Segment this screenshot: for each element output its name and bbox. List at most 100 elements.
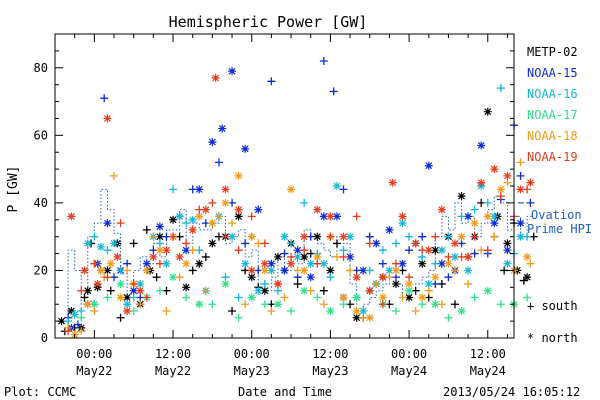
north-point: [293, 252, 302, 261]
north-point: [169, 273, 178, 282]
north-point: [254, 205, 263, 214]
north-point: [155, 222, 164, 231]
north-point: [516, 185, 525, 194]
legend-entry: METP-02: [527, 45, 578, 59]
south-point: [142, 225, 151, 234]
north-point: [228, 232, 237, 241]
north-point: [313, 232, 322, 241]
north-point: [123, 306, 132, 315]
north-point: [398, 212, 407, 221]
south-point: [287, 239, 296, 248]
north-point: [378, 273, 387, 282]
north-point: [273, 300, 282, 309]
north-point: [123, 300, 132, 309]
y-axis-label: P [GW]: [6, 166, 21, 213]
south-point: [523, 293, 532, 302]
north-point: [464, 266, 473, 275]
south-point: [214, 158, 223, 167]
south-point: [247, 212, 256, 221]
south-point: [110, 171, 119, 180]
north-point: [142, 259, 151, 268]
south-point: [418, 252, 427, 261]
north-point: [326, 212, 335, 221]
north-point: [503, 259, 512, 268]
south-point: [77, 313, 86, 322]
south-point: [464, 279, 473, 288]
footer-plot-source: Plot: CCMC: [4, 385, 76, 399]
north-point: [136, 286, 145, 295]
north-point: [93, 279, 102, 288]
north-point: [457, 306, 466, 315]
north-point: [106, 259, 115, 268]
north-point: [182, 283, 191, 292]
north-point: [490, 212, 499, 221]
north-point: [503, 171, 512, 180]
south-point: [162, 306, 171, 315]
south-point: [90, 306, 99, 315]
north-point: [211, 73, 220, 82]
south-point: [136, 300, 145, 309]
x-tick-label-date: May23: [234, 364, 270, 378]
south-point: [64, 317, 73, 326]
chart-title: Hemispheric Power [GW]: [169, 13, 368, 31]
north-point: [208, 239, 217, 248]
south-point: [221, 273, 230, 282]
south-point: [329, 87, 338, 96]
south-point: [398, 293, 407, 302]
north-point: [385, 266, 394, 275]
north-point: [221, 198, 230, 207]
north-point: [96, 266, 105, 275]
x-tick-label-date: May24: [470, 364, 506, 378]
north-point: [103, 114, 112, 123]
north-point: [516, 232, 525, 241]
north-point: [418, 293, 427, 302]
x-tick-label-time: 12:00: [470, 347, 506, 361]
south-point: [273, 286, 282, 295]
north-point: [372, 239, 381, 248]
north-point: [57, 317, 66, 326]
north-point: [326, 306, 335, 315]
south-point: [152, 273, 161, 282]
north-point: [306, 273, 315, 282]
north-point: [300, 252, 309, 261]
south-point: [182, 293, 191, 302]
south-point: [519, 276, 528, 285]
north-point: [332, 212, 341, 221]
north-point: [142, 266, 151, 275]
north-point: [306, 259, 315, 268]
south-point: [234, 293, 243, 302]
north-point: [365, 313, 374, 322]
south-point: [424, 286, 433, 295]
north-point: [431, 246, 440, 255]
south-point: [332, 239, 341, 248]
south-point: [182, 219, 191, 228]
north-point: [523, 252, 532, 261]
north-point: [260, 266, 269, 275]
south-point: [103, 246, 112, 255]
north-point: [287, 259, 296, 268]
x-tick-label-date: May24: [391, 364, 427, 378]
south-point: [116, 219, 125, 228]
south-point: [483, 246, 492, 255]
north-point: [319, 212, 328, 221]
south-point: [201, 252, 210, 261]
north-point: [188, 225, 197, 234]
south-point: [378, 259, 387, 268]
south-point: [372, 279, 381, 288]
north-point: [470, 219, 479, 228]
south-point: [326, 232, 335, 241]
south-point: [319, 286, 328, 295]
footer-timestamp: 2013/05/24 16:05:12: [443, 385, 580, 399]
north-point: [300, 286, 309, 295]
south-point: [188, 246, 197, 255]
north-point: [490, 165, 499, 174]
south-point: [155, 239, 164, 248]
south-point: [267, 306, 276, 315]
x-tick-label-time: 00:00: [234, 347, 270, 361]
legend-entry: NOAA-16: [527, 87, 578, 101]
north-point: [287, 185, 296, 194]
north-point: [300, 266, 309, 275]
north-point: [221, 279, 230, 288]
south-point: [483, 198, 492, 207]
north-point: [313, 252, 322, 261]
